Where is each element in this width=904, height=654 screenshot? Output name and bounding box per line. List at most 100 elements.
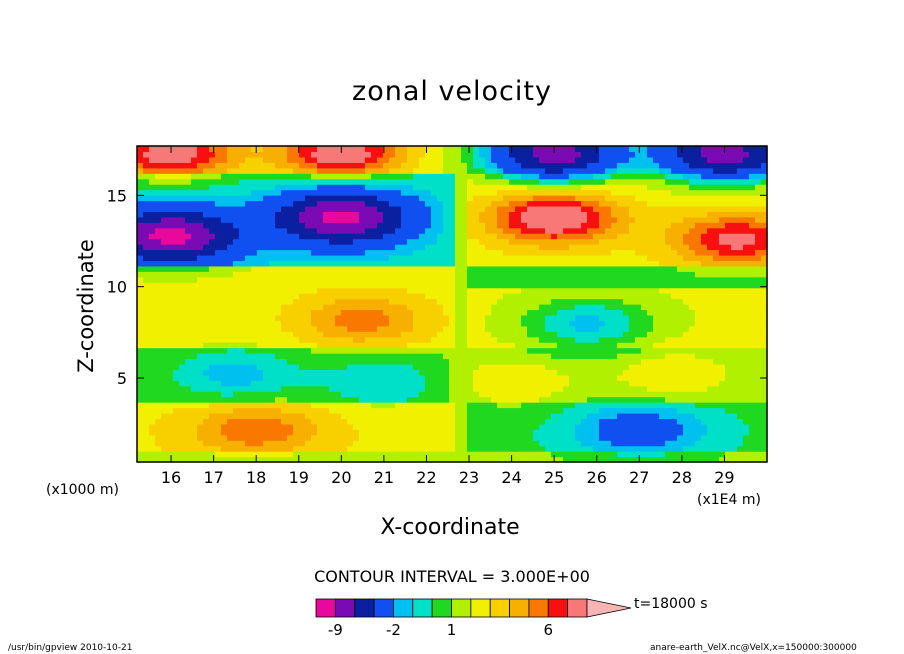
heatmap-cell — [605, 434, 612, 441]
heatmap-cell — [605, 407, 612, 414]
heatmap-cell — [305, 151, 312, 158]
heatmap-cell — [599, 456, 606, 463]
heatmap-cell — [425, 216, 432, 223]
heatmap-cell — [641, 418, 648, 425]
heatmap-cell — [179, 374, 186, 381]
heatmap-cell — [473, 211, 480, 218]
heatmap-cell — [323, 456, 330, 463]
heatmap-cell — [263, 331, 270, 338]
heatmap-cell — [419, 418, 426, 425]
heatmap-cell — [191, 325, 198, 332]
heatmap-cell — [509, 451, 516, 458]
heatmap-cell — [173, 216, 180, 223]
heatmap-cell — [215, 151, 222, 158]
heatmap-cell — [377, 265, 384, 272]
heatmap-cell — [545, 314, 552, 321]
heatmap-cell — [365, 211, 372, 218]
heatmap-cell — [389, 374, 396, 381]
heatmap-cell — [137, 336, 144, 343]
heatmap-cell — [413, 151, 420, 158]
heatmap-cell — [203, 440, 210, 447]
heatmap-cell — [167, 254, 174, 262]
heatmap-cell — [323, 287, 330, 294]
heatmap-cell — [371, 423, 378, 430]
heatmap-cell — [275, 222, 282, 229]
heatmap-cell — [467, 309, 474, 316]
heatmap-cell — [401, 178, 408, 185]
heatmap-cell — [281, 358, 288, 365]
heatmap-cell — [299, 189, 306, 196]
heatmap-cell — [377, 304, 384, 311]
heatmap-cell — [203, 254, 210, 262]
heatmap-cell — [245, 309, 252, 316]
heatmap-cell — [413, 309, 420, 316]
heatmap-cell — [329, 418, 336, 425]
heatmap-cell — [473, 276, 480, 283]
heatmap-cell — [647, 233, 654, 240]
heatmap-cell — [545, 184, 552, 191]
heatmap-cell — [527, 233, 534, 240]
heatmap-cell — [185, 227, 192, 234]
heatmap-cell — [263, 151, 270, 158]
heatmap-cell — [611, 374, 618, 381]
heatmap-cell — [383, 151, 390, 158]
heatmap-cell — [401, 336, 408, 343]
heatmap-cell — [407, 304, 414, 311]
heatmap-cell — [221, 451, 228, 458]
heatmap-cell — [293, 151, 300, 158]
heatmap-cell — [263, 173, 270, 180]
heatmap-cell — [287, 227, 294, 234]
heatmap-cell — [227, 385, 234, 392]
heatmap-cell — [539, 342, 546, 349]
heatmap-cell — [641, 271, 648, 278]
heatmap-cell — [485, 385, 492, 392]
heatmap-cell — [551, 325, 558, 332]
heatmap-cell — [353, 276, 360, 283]
heatmap-cell — [629, 380, 636, 387]
heatmap-cell — [179, 358, 186, 365]
heatmap-cell — [593, 434, 600, 441]
heatmap-cell — [473, 331, 480, 338]
heatmap-cell — [179, 347, 186, 354]
heatmap-cell — [461, 445, 468, 452]
heatmap-cell — [347, 222, 354, 229]
heatmap-cell — [563, 380, 570, 387]
heatmap-cell — [539, 173, 546, 180]
heatmap-cell — [233, 173, 240, 180]
heatmap-cell — [551, 440, 558, 447]
heatmap-cell — [155, 184, 162, 191]
heatmap-cell — [449, 363, 456, 370]
heatmap-cell — [617, 271, 624, 278]
heatmap-cell — [593, 178, 600, 185]
heatmap-cell — [281, 440, 288, 447]
heatmap-cell — [155, 445, 162, 452]
heatmap-cell — [371, 396, 378, 403]
heatmap-cell — [281, 336, 288, 343]
heatmap-cell — [461, 216, 468, 223]
heatmap-cell — [257, 445, 264, 452]
heatmap-cell — [611, 249, 618, 256]
heatmap-cell — [305, 353, 312, 360]
heatmap-cell — [161, 167, 168, 174]
heatmap-cell — [269, 325, 276, 332]
heatmap-cell — [551, 412, 558, 420]
heatmap-cell — [161, 407, 168, 414]
heatmap-cell — [437, 336, 444, 343]
heatmap-cell — [245, 363, 252, 370]
heatmap-cell — [437, 407, 444, 414]
heatmap-cell — [611, 282, 618, 289]
heatmap-cell — [635, 380, 642, 387]
heatmap-cell — [245, 336, 252, 343]
heatmap-cell — [521, 369, 528, 376]
heatmap-cell — [497, 374, 504, 381]
heatmap-cell — [257, 167, 264, 174]
heatmap-cell — [155, 353, 162, 360]
heatmap-cell — [347, 265, 354, 272]
heatmap-cell — [179, 276, 186, 283]
heatmap-cell — [623, 287, 630, 294]
heatmap-cell — [341, 254, 348, 262]
heatmap-cell — [149, 385, 156, 392]
heatmap-cell — [521, 456, 528, 463]
heatmap-cell — [473, 363, 480, 370]
heatmap-cell — [275, 418, 282, 425]
